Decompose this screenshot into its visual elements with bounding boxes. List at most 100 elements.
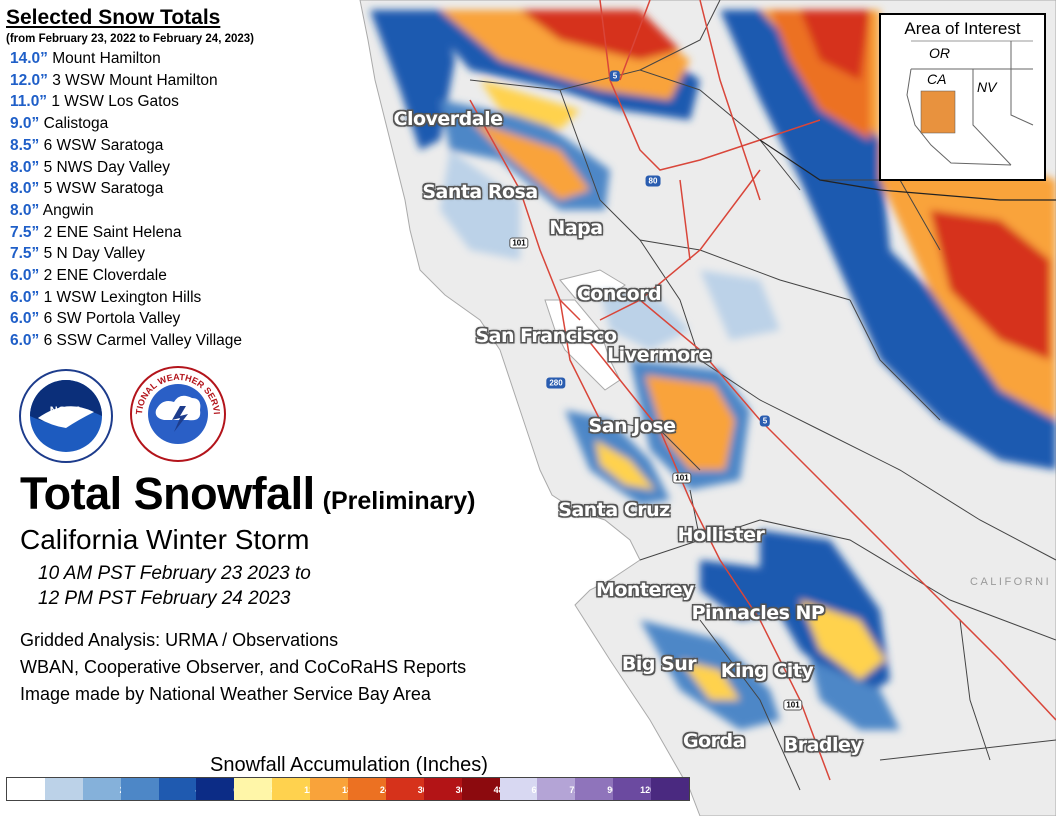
city-label-pinnacles-np: Pinnacles NP	[691, 602, 825, 624]
highway-shield: 5	[609, 70, 621, 82]
totals-entry: 6.0” 6 SW Portola Valley	[6, 308, 306, 330]
totals-amount: 7.5”	[10, 245, 40, 263]
legend-swatch: 12	[272, 778, 314, 800]
totals-amount: 6.0”	[10, 332, 40, 350]
totals-entry: 8.5” 6 WSW Saratoga	[6, 135, 306, 157]
totals-location: Calistoga	[43, 115, 109, 133]
totals-entry: 9.0” Calistoga	[6, 113, 306, 135]
totals-entry: 7.5” 5 N Day Valley	[6, 243, 306, 265]
legend-colorbar: 2468121824303648607296120	[6, 777, 690, 801]
map-subtitle: California Winter Storm	[20, 524, 310, 555]
selected-snow-totals: Selected Snow Totals (from February 23, …	[6, 6, 306, 352]
state-label-nv: NV	[977, 79, 997, 95]
totals-entry: 6.0” 6 SSW Carmel Valley Village	[6, 330, 306, 352]
credit-line: WBAN, Cooperative Observer, and CoCoRaHS…	[20, 657, 467, 677]
legend-tick-label: 24	[379, 785, 390, 795]
totals-location: 3 WSW Mount Hamilton	[52, 71, 218, 89]
totals-amount: 12.0”	[10, 71, 48, 89]
highway-shield: 280	[546, 377, 566, 389]
city-label-gorda: Gorda	[683, 730, 745, 752]
title-qualifier: (Preliminary)	[322, 487, 476, 515]
legend-tick-label: 96	[607, 785, 618, 795]
legend-tick-label: 48	[493, 785, 504, 795]
totals-location: 2 ENE Cloverdale	[43, 267, 167, 285]
title-main: Total Snowfall	[20, 468, 315, 519]
totals-location: Angwin	[42, 201, 94, 219]
legend-tick-label: 120	[640, 785, 656, 795]
legend-swatch: 18	[310, 778, 352, 800]
map-title: Total Snowfall (Preliminary)	[20, 468, 476, 520]
city-label-big-sur: Big Sur	[621, 653, 697, 675]
totals-subtitle: (from February 23, 2022 to February 24, …	[6, 33, 254, 45]
legend-swatch: 36	[423, 778, 466, 800]
city-label-san-francisco: San Francisco	[475, 325, 617, 347]
legend-tick-label: 12	[304, 785, 315, 795]
legend-tick-label: 72	[569, 785, 580, 795]
area-of-interest-highlight	[920, 90, 956, 134]
totals-amount: 6.0”	[10, 310, 40, 328]
totals-location: 6 SSW Carmel Valley Village	[43, 332, 243, 350]
city-label-concord: Concord	[576, 283, 662, 305]
legend-swatch: 30	[385, 778, 428, 800]
city-label-bradley: Bradley	[783, 734, 863, 756]
totals-amount: 6.0”	[10, 288, 40, 306]
city-label-monterey: Monterey	[595, 579, 695, 601]
totals-entry: 6.0” 1 WSW Lexington Hills	[6, 287, 306, 309]
legend-swatch: 120	[613, 778, 655, 800]
legend-swatch: 2	[82, 778, 125, 800]
totals-entry: 8.0” 5 WSW Saratoga	[6, 178, 306, 200]
area-of-interest-inset: Area of Interest OR CA NV	[879, 13, 1046, 181]
legend-swatch	[7, 778, 45, 800]
totals-amount: 8.0”	[10, 158, 40, 176]
legend-swatch	[120, 778, 159, 800]
region-label-california: CALIFORNI	[970, 576, 1052, 588]
totals-location: 6 WSW Saratoga	[43, 136, 164, 154]
totals-entry: 8.0” Angwin	[6, 200, 306, 222]
totals-entry: 11.0” 1 WSW Los Gatos	[6, 91, 306, 113]
totals-entry: 6.0” 2 ENE Cloverdale	[6, 265, 306, 287]
credit-line: Image made by National Weather Service B…	[20, 684, 431, 704]
time-period: 10 AM PST February 23 2023 to 12 PM PST …	[38, 561, 311, 611]
totals-location: Mount Hamilton	[52, 50, 161, 67]
totals-amount: 8.0”	[10, 201, 40, 219]
state-label-ca: CA	[927, 71, 947, 87]
city-label-napa: Napa	[549, 217, 603, 239]
city-label-king-city: King City	[720, 660, 814, 682]
totals-location: 1 WSW Lexington Hills	[43, 288, 202, 306]
city-label-san-jose: San Jose	[588, 415, 676, 437]
city-label-livermore: Livermore	[607, 344, 711, 366]
totals-location: 5 N Day Valley	[43, 245, 145, 263]
credit-line: Gridded Analysis: URMA / Observations	[20, 630, 339, 650]
inset-title: Area of Interest	[904, 19, 1021, 38]
totals-entry: 12.0” 3 WSW Mount Hamilton	[6, 70, 306, 92]
nws-logo-icon: NATIONAL WEATHER SERVICE	[128, 364, 226, 462]
period-line-2: 12 PM PST February 24 2023	[38, 588, 291, 609]
totals-amount: 8.5”	[10, 136, 40, 154]
legend-swatch	[651, 778, 690, 800]
highway-shield: 101	[672, 472, 692, 484]
legend-tick-label: 36	[455, 785, 466, 795]
inset-map	[906, 40, 1034, 166]
legend-swatch: 72	[537, 778, 579, 800]
city-label-santa-cruz: Santa Cruz	[558, 499, 670, 521]
highway-shield: 5	[759, 415, 771, 427]
legend-swatch: 8	[234, 778, 276, 800]
totals-entry: 14.0” Mount Hamilton	[6, 48, 306, 70]
legend-swatch: 4	[158, 778, 200, 800]
credits: Gridded Analysis: URMA / Observations WB…	[20, 627, 466, 708]
totals-title: Selected Snow Totals	[6, 6, 221, 29]
legend-swatch	[44, 778, 83, 800]
legend-swatch: 96	[575, 778, 617, 800]
legend-tick-label: 30	[417, 785, 428, 795]
totals-amount: 7.5”	[10, 223, 40, 241]
totals-location: 6 SW Portola Valley	[43, 310, 181, 328]
snowfall-shading	[370, 10, 1056, 730]
totals-location: 5 NWS Day Valley	[43, 158, 170, 176]
legend-swatch: 6	[196, 778, 238, 800]
totals-entry: 8.0” 5 NWS Day Valley	[6, 157, 306, 179]
svg-text:NOAA: NOAA	[50, 405, 82, 417]
totals-amount: 8.0”	[10, 180, 40, 198]
legend-swatch: 24	[348, 778, 390, 800]
totals-amount: 14.0”	[10, 50, 48, 67]
